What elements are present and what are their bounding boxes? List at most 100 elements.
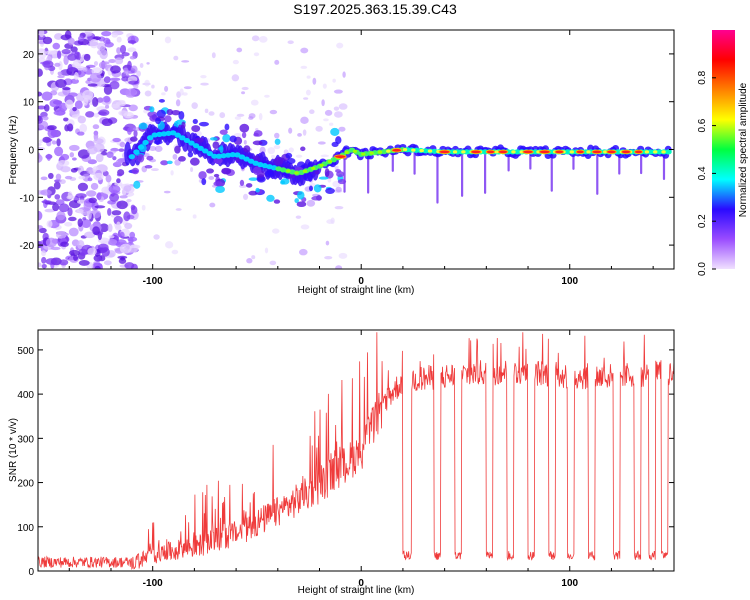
noise-blob	[109, 192, 120, 202]
noise-blob	[73, 254, 79, 262]
ridge-blob	[296, 201, 307, 208]
noise-blob	[208, 111, 215, 116]
ridge-blob	[281, 172, 290, 179]
noise-blob	[62, 87, 71, 91]
noise-blob	[334, 206, 344, 210]
snr-panel: -100 0 100 0 100 200 300 400 500 Height of stra…	[8, 329, 675, 596]
noise-blob	[69, 152, 75, 158]
snr-series-line	[38, 332, 674, 571]
ridge-blob	[218, 146, 224, 151]
ridge-core	[188, 140, 195, 146]
noise-blob	[82, 66, 88, 72]
ridge-core	[142, 139, 149, 146]
ridge-core	[169, 130, 177, 136]
noise-blob	[164, 85, 169, 92]
noise-blob	[38, 225, 43, 229]
snr-y-axis-label: SNR (10 * v/v)	[8, 418, 19, 482]
noise-blob	[335, 186, 342, 193]
noise-blob	[85, 111, 95, 118]
noise-blob	[53, 181, 61, 190]
noise-blob	[272, 228, 280, 234]
noise-blob	[95, 153, 104, 163]
noise-blob	[332, 78, 336, 83]
noise-blob	[38, 115, 43, 124]
noise-blob	[153, 234, 160, 240]
noise-blob	[77, 149, 90, 159]
noise-blob	[107, 223, 113, 233]
noise-blob	[77, 218, 83, 228]
ridge-blob	[318, 176, 329, 180]
noise-blob	[94, 205, 106, 209]
noise-blob	[44, 138, 53, 142]
noise-blob	[111, 210, 122, 216]
noise-blob	[335, 265, 343, 269]
noise-blob	[54, 146, 64, 157]
noise-blob	[124, 222, 133, 230]
snr-y-ticks: 0 100 200 300 400 500	[17, 346, 674, 578]
noise-blob	[38, 142, 42, 147]
noise-blob	[191, 102, 198, 109]
noise-blob	[42, 36, 53, 45]
ridge-blob	[189, 157, 200, 166]
noise-blob	[273, 145, 281, 150]
ridge-blob	[213, 173, 220, 178]
ridge-core	[656, 149, 663, 155]
ridge-blob	[311, 196, 321, 201]
noise-blob	[41, 264, 47, 269]
noise-blob	[306, 75, 311, 79]
noise-blob	[181, 60, 190, 63]
spectrogram-y-tick-label: -20	[20, 241, 35, 252]
noise-blob	[119, 195, 128, 199]
ridge-blob	[222, 134, 231, 143]
noise-blob	[67, 207, 73, 217]
noise-blob	[64, 175, 73, 180]
ridge-core	[179, 135, 186, 141]
noise-blob	[46, 125, 57, 131]
ridge-blob	[308, 185, 313, 192]
noise-blob	[68, 144, 80, 152]
noise-blob	[88, 197, 97, 204]
noise-blob	[302, 129, 307, 136]
noise-blob	[128, 237, 134, 244]
noise-blob	[67, 64, 73, 72]
noise-blob	[251, 255, 256, 260]
snr-y-tick-label: 0	[28, 567, 34, 578]
ridge-hotspot	[497, 149, 509, 155]
noise-blob	[123, 111, 134, 119]
noise-blob	[67, 53, 77, 61]
noise-blob	[105, 104, 110, 109]
ridge-blob	[166, 160, 173, 165]
noise-blob	[64, 222, 73, 227]
noise-blob	[342, 71, 346, 78]
ridge-blob	[198, 121, 209, 127]
noise-blob	[64, 30, 72, 39]
ridge-hotspot	[538, 149, 551, 155]
noise-blob	[67, 37, 75, 46]
spectrogram-y-tick-label: -10	[20, 193, 35, 204]
ridge-highlight	[644, 150, 650, 154]
noise-blob	[338, 103, 348, 110]
ridge-hotspot	[554, 149, 565, 155]
ridge-core	[183, 137, 191, 144]
ridge-highlight	[494, 150, 499, 154]
ridge-blob	[155, 117, 161, 125]
ridge-blob	[303, 172, 313, 182]
noise-blob	[128, 80, 139, 85]
ridge-hotspot	[591, 149, 603, 155]
snr-frame	[37, 329, 675, 572]
noise-blob	[44, 104, 50, 112]
ridge-blob	[149, 106, 155, 113]
noise-blob	[89, 39, 99, 49]
ridge-blob	[178, 155, 186, 162]
noise-blob	[175, 208, 182, 211]
noise-blob	[87, 247, 97, 256]
noise-blob	[309, 109, 315, 115]
ridge-blob	[280, 180, 286, 185]
noise-blob	[119, 243, 132, 254]
ridge-highlight	[402, 148, 408, 152]
ridge-blob	[273, 157, 284, 166]
noise-blob	[115, 101, 127, 107]
noise-blob	[59, 179, 66, 185]
noise-blob	[68, 227, 79, 237]
snr-y-tick-label: 400	[17, 390, 34, 401]
